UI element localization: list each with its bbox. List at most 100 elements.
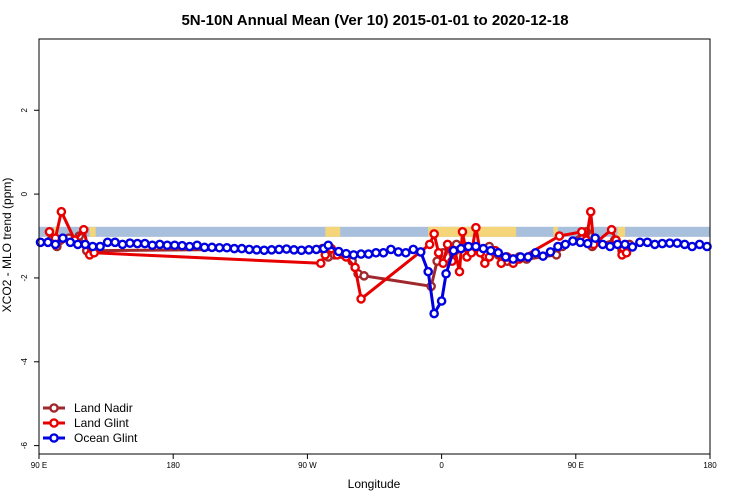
ocean-glint-point [43, 237, 53, 248]
land-glint-point [78, 224, 89, 235]
ocean-glint-point [348, 250, 359, 260]
ocean-glint-point [199, 242, 210, 253]
land-glint-point [424, 239, 435, 250]
ocean-glint-point [436, 296, 447, 306]
ocean-glint-point [356, 249, 366, 259]
ocean-glint-point [236, 243, 247, 254]
ocean-glint-point [553, 241, 563, 252]
land-span [553, 226, 558, 237]
ocean-glint-point [333, 246, 344, 257]
legend-ocean-glint-marker [49, 433, 59, 443]
land-glint-point [457, 227, 468, 237]
ocean-glint-point [627, 242, 638, 252]
ocean-glint-point [530, 247, 541, 258]
land-glint-point [471, 222, 481, 233]
series-layer [35, 206, 712, 319]
ocean-glint-point [393, 247, 404, 257]
ocean-glint-point [486, 245, 496, 256]
ocean-glint-point [125, 238, 135, 248]
ocean-glint-point [192, 240, 202, 251]
ocean-glint-point [500, 252, 511, 262]
ocean-glint-point [620, 239, 630, 250]
ocean-glint-point [117, 239, 128, 250]
ocean-glint-point [110, 237, 120, 248]
ocean-glint-point [80, 239, 91, 250]
land-glint-point [585, 206, 596, 217]
ocean-glint-point [508, 254, 518, 264]
ocean-glint-point [341, 248, 351, 259]
ocean-glint-point [429, 308, 439, 319]
land-span [617, 226, 626, 237]
land-glint-point [454, 266, 465, 277]
x-tick-label: 90 E [568, 461, 584, 470]
ocean-glint-point [642, 237, 653, 248]
ocean-glint-point [605, 241, 615, 252]
ocean-glint-point [657, 238, 668, 249]
ocean-glint-series [35, 233, 712, 319]
ocean-glint-point [664, 238, 675, 248]
ocean-glint-point [371, 247, 381, 258]
ocean-glint-point [523, 252, 533, 262]
ocean-glint-point [207, 242, 217, 253]
ocean-glint-point [478, 243, 489, 254]
land-glint-point [350, 262, 360, 273]
legend-land-nadir-marker [49, 403, 59, 413]
ocean-glint-point [612, 239, 623, 250]
land-glint-point [56, 206, 67, 217]
ocean-glint-point [363, 249, 374, 259]
y-tick-label: -2 [20, 274, 29, 282]
axes: 90 E 180 90 W 0 90 E 180 -6 -4 -2 0 2 [20, 107, 717, 470]
ocean-glint-point [378, 247, 389, 258]
y-tick-label: 0 [20, 191, 29, 196]
ocean-glint-point [582, 238, 593, 249]
ocean-glint-point [222, 242, 232, 253]
x-tick-label: 90 W [298, 461, 317, 470]
ocean-glint-point [311, 244, 322, 255]
land-glint-point [554, 231, 565, 241]
ocean-glint-point [35, 237, 46, 248]
ocean-glint-point [401, 247, 411, 258]
ocean-glint-point [251, 245, 262, 255]
ocean-glint-point [147, 240, 158, 251]
chart-title: 5N-10N Annual Mean (Ver 10) 2015-01-01 t… [181, 12, 568, 29]
ocean-glint-point [50, 239, 61, 250]
ocean-glint-point [597, 239, 608, 250]
ocean-glint-point [154, 239, 165, 250]
ocean-glint-point [560, 239, 571, 250]
x-tick-label: 90 E [31, 461, 47, 470]
land-glint-point [606, 224, 617, 235]
ocean-glint-point [456, 243, 466, 254]
y-tick-label: -4 [20, 358, 29, 366]
ocean-glint-point [471, 241, 481, 252]
y-tick-label: -6 [20, 442, 29, 450]
ocean-band [39, 226, 710, 237]
land-glint-point [438, 258, 448, 269]
land-span [325, 226, 341, 237]
ocean-glint-point [296, 245, 307, 256]
ocean-glint-point [95, 241, 105, 252]
land-glint-point [356, 294, 366, 304]
land-glint-point [433, 247, 444, 258]
ocean-glint-point [635, 237, 645, 248]
land-nadir-point [359, 271, 369, 281]
ocean-glint-point [493, 247, 504, 258]
ocean-glint-point [679, 239, 690, 250]
legend-land-glint-marker [49, 418, 59, 428]
y-tick-label: 2 [20, 107, 29, 112]
ocean-glint-point [169, 240, 180, 251]
ocean-glint-point [214, 242, 225, 253]
ocean-glint-point [575, 237, 586, 248]
ocean-glint-point [538, 251, 548, 261]
ocean-glint-point [266, 245, 277, 255]
ocean-glint-point [162, 240, 173, 251]
land-glint-point [316, 258, 326, 269]
land-glint-point [44, 227, 55, 237]
legend-land-nadir-label: Land Nadir [74, 401, 133, 415]
ocean-glint-point [323, 240, 334, 251]
ocean-glint-point [415, 247, 426, 257]
ocean-glint-point [568, 236, 578, 246]
ocean-glint-point [694, 239, 705, 250]
ocean-glint-point [229, 243, 240, 254]
ocean-glint-point [259, 245, 269, 256]
